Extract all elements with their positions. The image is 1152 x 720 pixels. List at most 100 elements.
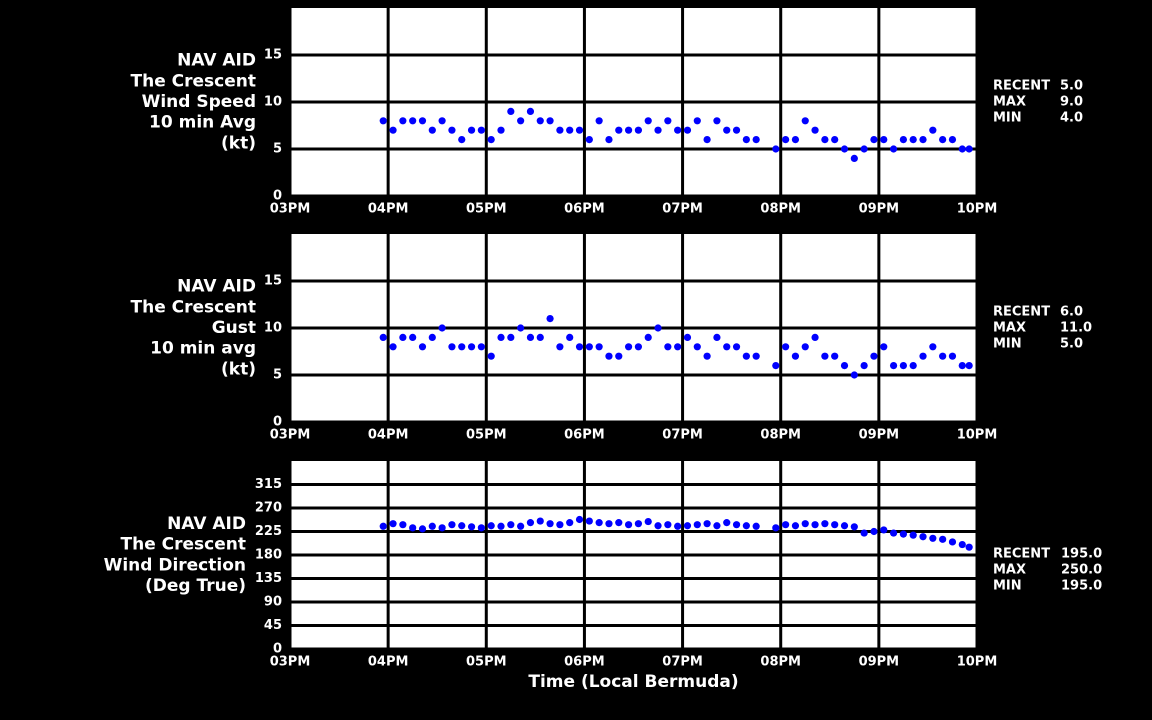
x-tick-label: 03PM [270, 202, 311, 217]
stat-label: MAX [993, 321, 1026, 336]
point [624, 343, 633, 351]
point [438, 324, 446, 332]
x-tick-label: 07PM [662, 202, 703, 217]
point [929, 126, 937, 134]
point [536, 517, 544, 525]
point [399, 333, 407, 341]
point [556, 126, 564, 134]
point [782, 136, 790, 144]
point [497, 333, 505, 341]
point [850, 154, 858, 162]
point [870, 527, 878, 536]
point [870, 136, 878, 144]
point [870, 352, 878, 360]
point [634, 343, 643, 351]
point [801, 343, 809, 351]
point [899, 530, 907, 538]
point [575, 126, 584, 134]
point [585, 343, 593, 351]
x-tick-label: 04PM [368, 428, 409, 443]
point [840, 145, 849, 153]
point [693, 343, 701, 351]
point [448, 126, 456, 134]
x-tick-label: 05PM [466, 202, 507, 217]
point [929, 534, 937, 542]
point [723, 343, 731, 351]
point [811, 126, 819, 134]
point [654, 324, 662, 332]
point [438, 524, 446, 532]
point [674, 126, 682, 134]
point [575, 343, 584, 351]
point [526, 107, 535, 115]
point [782, 521, 790, 529]
point [909, 531, 917, 539]
x-tick-label: 07PM [662, 655, 703, 670]
point [399, 521, 407, 529]
point [487, 136, 495, 144]
x-tick-label: 06PM [564, 428, 605, 443]
x-tick-label: 10PM [957, 202, 998, 217]
y-axis-label: 10 min Avg [149, 113, 256, 133]
point [965, 145, 973, 153]
point [644, 333, 652, 341]
stat-value: 6.0 [1060, 305, 1083, 320]
point [389, 343, 397, 351]
point [742, 352, 750, 360]
point [703, 136, 711, 144]
x-tick-label: 09PM [859, 202, 900, 217]
y-tick-label: 135 [255, 571, 282, 586]
point [487, 522, 495, 530]
point [428, 126, 436, 134]
point [909, 136, 917, 144]
y-tick-label: 270 [255, 501, 282, 516]
point [664, 521, 672, 529]
point [536, 333, 544, 341]
stat-label: MIN [993, 579, 1022, 594]
y-tick-label: 0 [273, 642, 282, 657]
point [467, 523, 476, 531]
point [674, 522, 682, 530]
point [880, 526, 888, 534]
point [752, 522, 760, 530]
stat-value: 5.0 [1060, 79, 1083, 94]
point [880, 136, 888, 144]
point [899, 136, 907, 144]
point [821, 136, 829, 144]
point [840, 362, 849, 370]
point [477, 343, 485, 351]
point [458, 522, 466, 530]
stat-label: MIN [993, 111, 1022, 126]
point [683, 522, 692, 530]
point [566, 333, 574, 341]
point [517, 117, 525, 125]
point [772, 362, 780, 370]
y-tick-label: 315 [255, 477, 282, 492]
point [752, 352, 760, 360]
point [477, 524, 485, 532]
x-tick-label: 09PM [859, 655, 900, 670]
point [428, 333, 436, 341]
point [507, 107, 515, 115]
point [919, 136, 927, 144]
x-tick-label: 03PM [270, 655, 311, 670]
point [428, 522, 436, 530]
y-axis-label: NAV AID [167, 514, 246, 534]
y-axis-label: Wind Direction [104, 555, 246, 575]
point [458, 343, 466, 351]
point [644, 517, 652, 526]
point [389, 126, 397, 134]
point [654, 126, 662, 134]
point [458, 136, 466, 144]
point [674, 343, 682, 351]
x-tick-label: 08PM [760, 202, 801, 217]
point [556, 521, 564, 529]
point [929, 343, 937, 351]
point [526, 333, 535, 341]
point [831, 136, 839, 144]
point [664, 343, 672, 351]
y-axis-label: Wind Speed [142, 92, 256, 112]
point [965, 362, 973, 370]
y-tick-label: 10 [264, 95, 282, 110]
point [948, 538, 957, 546]
